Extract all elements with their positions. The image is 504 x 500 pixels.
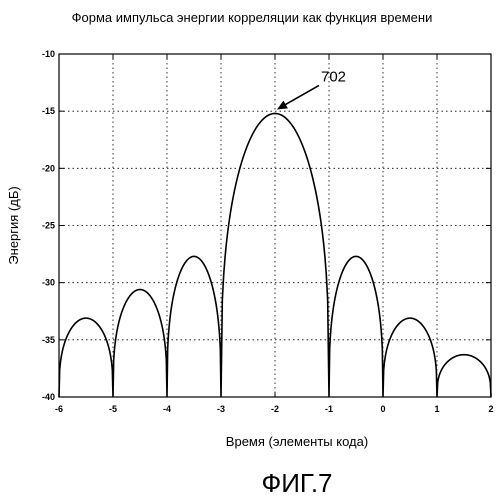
x-tick-label: 2 bbox=[488, 404, 493, 414]
x-tick-label: -5 bbox=[109, 404, 117, 414]
y-tick-label: -30 bbox=[42, 278, 55, 288]
x-tick-label: -3 bbox=[217, 404, 225, 414]
y-tick-label: -20 bbox=[42, 163, 55, 173]
chart-title: Форма импульса энергии корреляции как фу… bbox=[72, 10, 433, 25]
grid-lines bbox=[59, 54, 491, 397]
y-tick-label: -15 bbox=[42, 106, 55, 116]
y-axis-label: Энергия (дБ) bbox=[6, 186, 21, 264]
x-tick-labels: -6 -5 -4 -3 -2 -1 0 1 2 bbox=[55, 404, 494, 414]
y-tick-label: -40 bbox=[42, 392, 55, 402]
y-tick-label: -10 bbox=[42, 49, 55, 59]
x-tick-label: 1 bbox=[434, 404, 439, 414]
x-tick-label: -4 bbox=[163, 404, 171, 414]
x-tick-label: -1 bbox=[325, 404, 333, 414]
x-axis-label: Время (элементы кода) bbox=[226, 434, 368, 449]
y-tick-label: -25 bbox=[42, 221, 55, 231]
x-tick-label: 0 bbox=[380, 404, 385, 414]
x-tick-label: -2 bbox=[271, 404, 279, 414]
annotation-arrow-head bbox=[277, 101, 288, 110]
figure-label: ФИГ.7 bbox=[261, 468, 332, 498]
annotation: 702 bbox=[277, 68, 346, 109]
x-tick-label: -6 bbox=[55, 404, 63, 414]
annotation-label: 702 bbox=[321, 68, 346, 85]
y-tick-labels: -10 -15 -20 -25 -30 -35 -40 bbox=[42, 49, 55, 402]
series-line bbox=[59, 113, 491, 397]
y-tick-label: -35 bbox=[42, 335, 55, 345]
annotation-arrow-line bbox=[283, 85, 319, 106]
